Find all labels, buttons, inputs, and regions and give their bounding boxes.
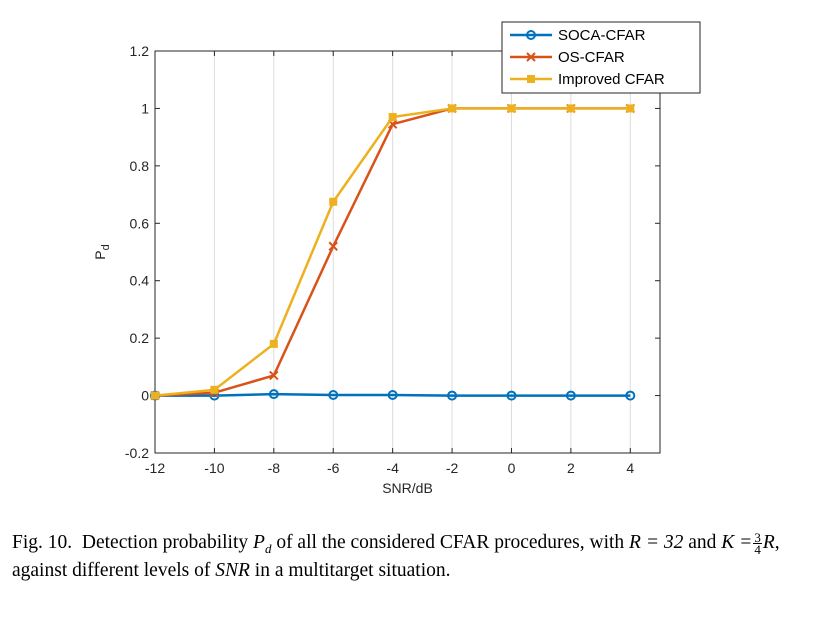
data-point: [329, 197, 338, 206]
grid: [154, 51, 631, 453]
data-point: [388, 113, 397, 122]
caption-text-2: of all the considered CFAR procedures, w…: [276, 532, 625, 553]
caption-snr: SNR: [215, 559, 250, 581]
data-point: [328, 241, 338, 251]
legend-marker: [526, 52, 536, 62]
data-point: [448, 104, 457, 113]
y-tick-label: -0.2: [125, 445, 149, 461]
x-tick-label: 0: [508, 460, 516, 476]
legend-marker: [527, 75, 535, 83]
y-axis-label-main: P: [92, 250, 108, 259]
figure-caption: Fig. 10. Detection probability Pd of all…: [12, 530, 812, 582]
caption-text-3: , against different levels of: [12, 532, 780, 581]
y-axis-label: Pd: [92, 244, 112, 259]
data-point: [269, 370, 279, 381]
data-point: [387, 389, 398, 400]
series-improved-cfar: [151, 104, 635, 400]
x-tick-label: -6: [327, 460, 340, 476]
data-point: [210, 385, 219, 394]
y-tick-label: 0.4: [130, 273, 150, 289]
legend-item: Improved CFAR: [510, 71, 665, 88]
legend-item: OS-CFAR: [510, 49, 625, 66]
x-tick-label: -8: [268, 460, 281, 476]
y-tick-label: 0.2: [130, 330, 150, 346]
y-tick-label: 1: [141, 100, 149, 116]
y-axis-label-sub: d: [100, 244, 112, 250]
data-point: [447, 390, 458, 401]
data-point: [625, 390, 636, 401]
caption-pd: Pd: [253, 532, 272, 556]
y-tick-label: 0: [141, 388, 149, 404]
legend-label: OS-CFAR: [558, 49, 625, 66]
y-tick-label: 1.2: [130, 43, 150, 59]
x-tick-label: -4: [386, 460, 399, 476]
x-tick-label: -12: [145, 460, 165, 476]
caption-text-1: Detection probability: [81, 532, 249, 553]
caption-k-eq: K =: [721, 532, 753, 553]
plot-frame: [154, 50, 661, 454]
series-layer: [150, 103, 636, 401]
chart: -12 -10 -8 -6 -4 -2 0 2 4 -0.2 0 0.2 0.4 0.6 0.8 1 1.2 S…: [92, 21, 701, 496]
legend-marker: [526, 30, 536, 40]
x-tick-label: -10: [204, 460, 224, 476]
series-line: [155, 392, 631, 397]
caption-r: R: [762, 532, 775, 553]
data-point: [328, 389, 339, 400]
data-point: [565, 390, 576, 401]
data-point: [268, 389, 279, 400]
legend-label: Improved CFAR: [558, 71, 665, 88]
x-tick-label: 4: [626, 460, 634, 476]
axis-ticks: -12 -10 -8 -6 -4 -2 0 2 4 -0.2 0 0.2 0.4 0.6 0.8 1 1.2: [125, 43, 660, 476]
series-soca-cfar: [150, 389, 636, 401]
data-point: [269, 339, 278, 348]
x-tick-label: 2: [567, 460, 575, 476]
data-point: [626, 104, 635, 113]
caption-r-eq: R = 32: [629, 532, 684, 553]
caption-fig-number: Fig. 10.: [12, 532, 73, 553]
legend-label: SOCA-CFAR: [558, 27, 646, 44]
data-point: [506, 390, 517, 401]
caption-text-4: in a multitarget situation.: [254, 559, 451, 581]
y-tick-label: 0.6: [130, 215, 150, 231]
y-tick-label: 0.8: [130, 158, 150, 174]
legend-item: SOCA-CFAR: [510, 27, 646, 44]
x-axis-label: SNR/dB: [382, 480, 433, 496]
caption-and: and: [688, 532, 717, 553]
data-point: [507, 104, 516, 113]
x-tick-label: -2: [446, 460, 459, 476]
data-point: [566, 104, 575, 113]
data-point: [151, 391, 159, 400]
legend: SOCA-CFAR OS-CFAR Improved CFAR: [501, 21, 701, 94]
